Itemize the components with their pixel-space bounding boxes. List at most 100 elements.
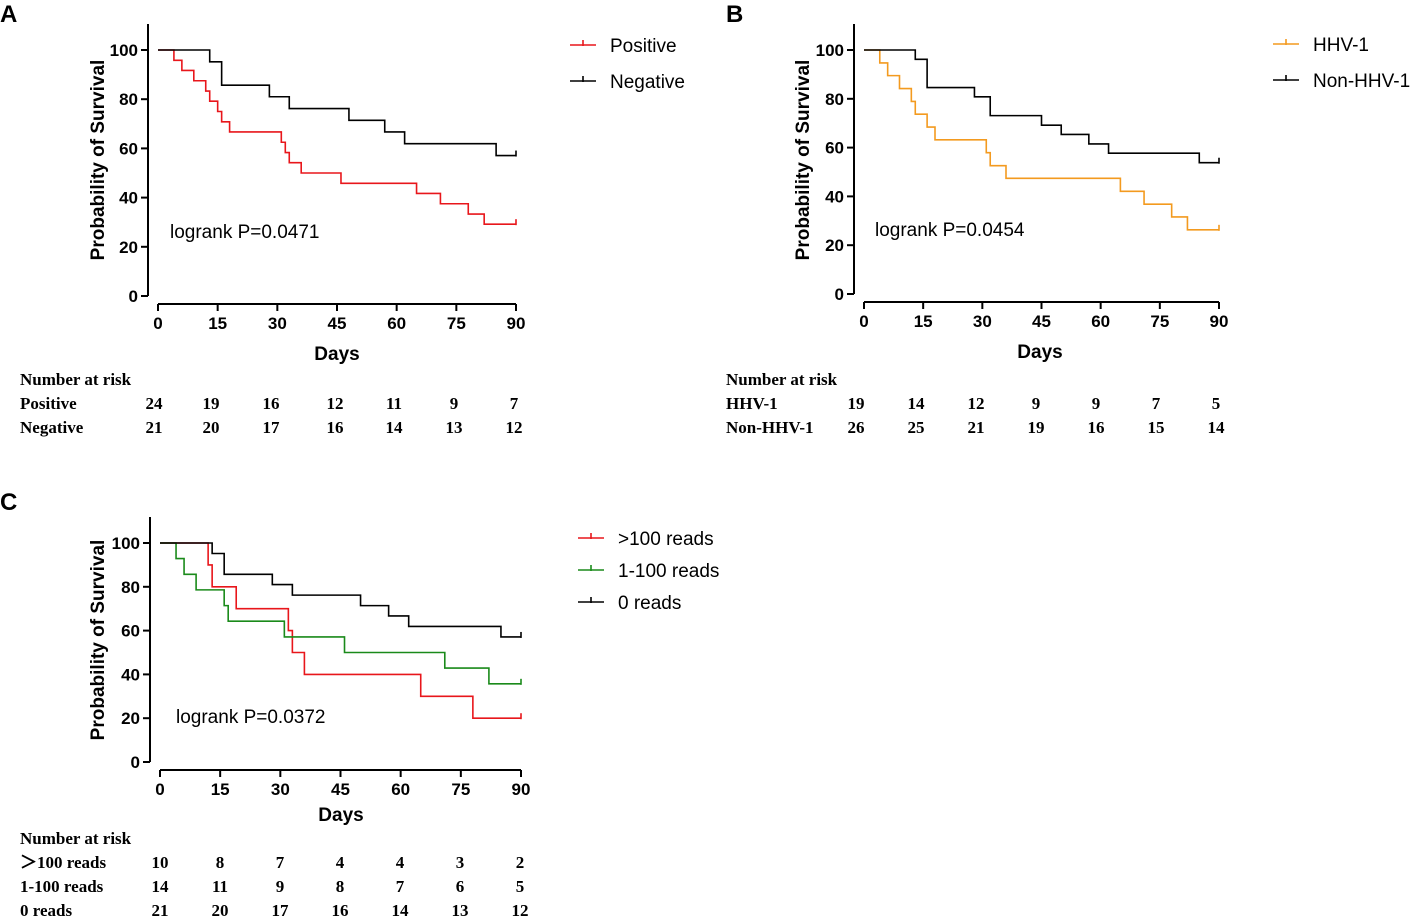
y-tick-label: 100	[112, 534, 140, 553]
risk-value: 21	[968, 418, 985, 437]
x-tick-label: 90	[507, 314, 526, 333]
risk-value: 13	[446, 418, 463, 437]
risk-table-heading: Number at risk	[20, 829, 132, 848]
y-tick-label: 60	[119, 139, 138, 158]
risk-value: 8	[336, 877, 345, 896]
y-tick-label: 20	[119, 238, 138, 257]
x-tick-label: 90	[1210, 312, 1229, 331]
risk-value: 3	[456, 853, 465, 872]
risk-value: 19	[203, 394, 220, 413]
x-tick-label: 75	[1150, 312, 1169, 331]
risk-value: 19	[1028, 418, 1045, 437]
risk-value: 9	[450, 394, 459, 413]
x-tick-label: 60	[391, 780, 410, 799]
risk-row-label: 1-100 reads	[20, 877, 104, 896]
risk-value: 6	[456, 877, 465, 896]
y-axis-title: Probability of Survival	[88, 540, 109, 741]
y-tick-label: 80	[121, 578, 140, 597]
risk-value: 12	[512, 901, 529, 920]
risk-row-label: Positive	[20, 394, 77, 413]
panel-a: A 0 20 40 60 80 100 0 15 30 45 60 75 90 Probability of…	[0, 1, 685, 437]
legend-label: 1-100 reads	[618, 561, 719, 582]
risk-value: 9	[1032, 394, 1041, 413]
risk-table-heading: Number at risk	[20, 370, 132, 389]
risk-value: 17	[272, 901, 290, 920]
risk-value: 12	[506, 418, 523, 437]
risk-value: 7	[396, 877, 405, 896]
risk-value: 14	[908, 394, 926, 413]
risk-value: 11	[212, 877, 228, 896]
risk-value: 24	[146, 394, 164, 413]
series-positive-line	[158, 49, 516, 225]
x-tick-label: 0	[155, 780, 164, 799]
legend-label: HHV-1	[1313, 35, 1369, 56]
risk-value: 12	[968, 394, 985, 413]
x-axis-title: Days	[318, 805, 363, 826]
y-tick-label: 40	[119, 189, 138, 208]
risk-value: 5	[516, 877, 525, 896]
risk-row-label: Negative	[20, 418, 84, 437]
y-tick-label: 80	[119, 90, 138, 109]
risk-value: 16	[1088, 418, 1105, 437]
risk-value: 11	[386, 394, 402, 413]
risk-value: 14	[1208, 418, 1226, 437]
risk-value: 14	[392, 901, 410, 920]
legend-label: Positive	[610, 36, 677, 57]
risk-value: 20	[203, 418, 220, 437]
logrank-annotation: logrank P=0.0454	[875, 220, 1025, 241]
legend-label: Non-HHV-1	[1313, 71, 1410, 92]
risk-value: 19	[848, 394, 865, 413]
x-axis-title: Days	[314, 344, 359, 365]
risk-value: 21	[146, 418, 163, 437]
series-non-hhv-1-line	[864, 49, 1219, 164]
y-tick-label: 60	[121, 622, 140, 641]
y-tick-label: 80	[825, 90, 844, 109]
x-tick-label: 75	[447, 314, 466, 333]
x-tick-label: 75	[451, 780, 470, 799]
y-axis-title: Probability of Survival	[88, 60, 109, 261]
x-tick-label: 45	[331, 780, 350, 799]
y-tick-label: 20	[825, 236, 844, 255]
risk-value: 4	[336, 853, 345, 872]
risk-value: 16	[327, 418, 344, 437]
series-hhv-1-line	[864, 49, 1219, 231]
y-tick-label: 60	[825, 139, 844, 158]
risk-value: 7	[510, 394, 519, 413]
risk-value: 26	[848, 418, 865, 437]
risk-value: 16	[263, 394, 280, 413]
x-tick-label: 30	[973, 312, 992, 331]
logrank-annotation: logrank P=0.0372	[176, 707, 325, 728]
risk-value: 15	[1148, 418, 1165, 437]
legend-label: Negative	[610, 72, 685, 93]
risk-value: 8	[216, 853, 225, 872]
panel-letter: C	[0, 489, 17, 516]
y-tick-label: 40	[825, 187, 844, 206]
series-0-reads-line	[160, 542, 521, 638]
risk-value: 16	[332, 901, 349, 920]
risk-value: 5	[1212, 394, 1221, 413]
risk-value: 9	[1092, 394, 1101, 413]
y-axis-title: Probability of Survival	[793, 60, 814, 261]
y-tick-label: 100	[110, 41, 138, 60]
x-tick-label: 30	[271, 780, 290, 799]
risk-value: 25	[908, 418, 925, 437]
panel-letter: A	[0, 1, 17, 28]
x-tick-label: 90	[512, 780, 531, 799]
risk-row-label: HHV-1	[726, 394, 778, 413]
risk-value: 7	[276, 853, 285, 872]
x-tick-label: 15	[211, 780, 230, 799]
x-tick-label: 30	[268, 314, 287, 333]
series-100-reads-line	[160, 542, 521, 719]
x-tick-label: 0	[153, 314, 162, 333]
risk-value: 4	[396, 853, 405, 872]
series-1-100-reads-line	[160, 542, 521, 685]
x-tick-label: 45	[1032, 312, 1051, 331]
x-tick-label: 0	[859, 312, 868, 331]
y-tick-label: 0	[131, 753, 140, 772]
logrank-annotation: logrank P=0.0471	[170, 222, 319, 243]
risk-value: 14	[152, 877, 170, 896]
risk-value: 13	[452, 901, 469, 920]
risk-row-label: ＞100 reads	[20, 853, 106, 872]
risk-row-label: 0 reads	[20, 901, 72, 920]
